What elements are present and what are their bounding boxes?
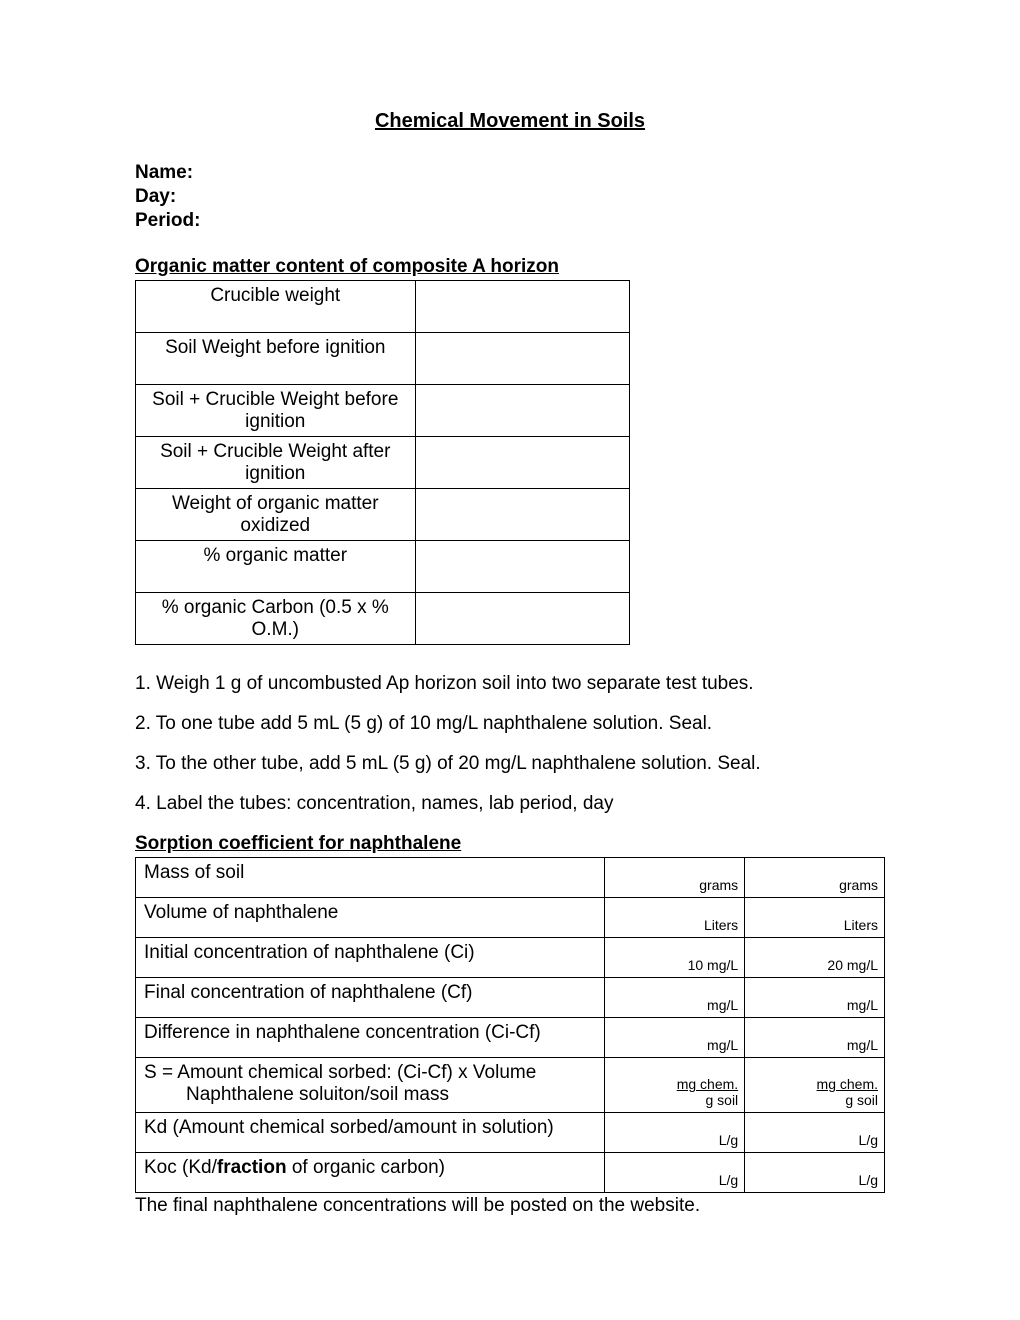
unit-cell: L/g: [745, 1113, 885, 1153]
table-row-label: Initial concentration of naphthalene (Ci…: [136, 938, 605, 978]
table-row-label: Kd (Amount chemical sorbed/amount in sol…: [136, 1113, 605, 1153]
table-row-label: % organic matter: [136, 541, 416, 593]
table-row-label: Mass of soil: [136, 858, 605, 898]
unit-cell: mg/L: [745, 1018, 885, 1058]
organic-matter-table: Crucible weight Soil Weight before ignit…: [135, 280, 630, 645]
page-title: Chemical Movement in Soils: [135, 110, 885, 133]
table-row-label: Difference in naphthalene concentration …: [136, 1018, 605, 1058]
step-1: 1. Weigh 1 g of uncombusted Ap horizon s…: [135, 673, 885, 695]
koc-pre: Koc (Kd/: [144, 1157, 217, 1178]
unit-frac-top: mg chem.: [611, 1076, 738, 1092]
unit-cell: 10 mg/L: [605, 938, 745, 978]
table-row-value: [415, 541, 629, 593]
row-label-bottom: Naphthalene soluiton/soil mass: [186, 1084, 596, 1106]
unit-cell: grams: [605, 858, 745, 898]
table-row-label: Weight of organic matter oxidized: [136, 489, 416, 541]
table-row-label: Volume of naphthalene: [136, 898, 605, 938]
unit-frac-bottom: g soil: [705, 1092, 738, 1108]
unit-cell: Liters: [745, 898, 885, 938]
period-label: Period:: [135, 209, 885, 233]
table-row-label: S = Amount chemical sorbed: (Ci-Cf) x Vo…: [136, 1058, 605, 1113]
footer-note: The final naphthalene concentrations wil…: [135, 1195, 885, 1217]
unit-cell: grams: [745, 858, 885, 898]
table-row-value: [415, 281, 629, 333]
koc-post: of organic carbon): [287, 1157, 445, 1178]
step-2: 2. To one tube add 5 mL (5 g) of 10 mg/L…: [135, 713, 885, 735]
row-label-top: S = Amount chemical sorbed: (Ci-Cf) x Vo…: [144, 1062, 536, 1083]
table-row-label: Soil + Crucible Weight after ignition: [136, 437, 416, 489]
table-row-value: [415, 593, 629, 645]
table-row-label: Koc (Kd/fraction of organic carbon): [136, 1153, 605, 1193]
step-3: 3. To the other tube, add 5 mL (5 g) of …: [135, 753, 885, 775]
unit-cell: L/g: [605, 1153, 745, 1193]
unit-cell: mg/L: [605, 1018, 745, 1058]
procedure-steps: 1. Weigh 1 g of uncombusted Ap horizon s…: [135, 673, 885, 815]
section2-heading: Sorption coefficient for naphthalene: [135, 833, 885, 855]
unit-cell: L/g: [745, 1153, 885, 1193]
table-row-label: Soil + Crucible Weight before ignition: [136, 385, 416, 437]
unit-cell: mg/L: [745, 978, 885, 1018]
table-row-label: Final concentration of naphthalene (Cf): [136, 978, 605, 1018]
step-4: 4. Label the tubes: concentration, names…: [135, 793, 885, 815]
unit-cell: mg chem. g soil: [605, 1058, 745, 1113]
table-row-label: Soil Weight before ignition: [136, 333, 416, 385]
name-label: Name:: [135, 161, 885, 185]
day-label: Day:: [135, 185, 885, 209]
table-row-value: [415, 333, 629, 385]
unit-cell: mg chem. g soil: [745, 1058, 885, 1113]
table-row-label: Crucible weight: [136, 281, 416, 333]
unit-cell: 20 mg/L: [745, 938, 885, 978]
table-row-value: [415, 385, 629, 437]
unit-cell: mg/L: [605, 978, 745, 1018]
unit-frac-bottom: g soil: [845, 1092, 878, 1108]
section1-heading: Organic matter content of composite A ho…: [135, 256, 885, 278]
table-row-value: [415, 437, 629, 489]
unit-cell: L/g: [605, 1113, 745, 1153]
koc-bold: fraction: [217, 1157, 287, 1178]
table-row-label: % organic Carbon (0.5 x % O.M.): [136, 593, 416, 645]
header-fields: Name: Day: Period:: [135, 161, 885, 232]
table-row-value: [415, 489, 629, 541]
unit-cell: Liters: [605, 898, 745, 938]
sorption-table: Mass of soil grams grams Volume of napht…: [135, 857, 885, 1193]
unit-frac-top: mg chem.: [751, 1076, 878, 1092]
